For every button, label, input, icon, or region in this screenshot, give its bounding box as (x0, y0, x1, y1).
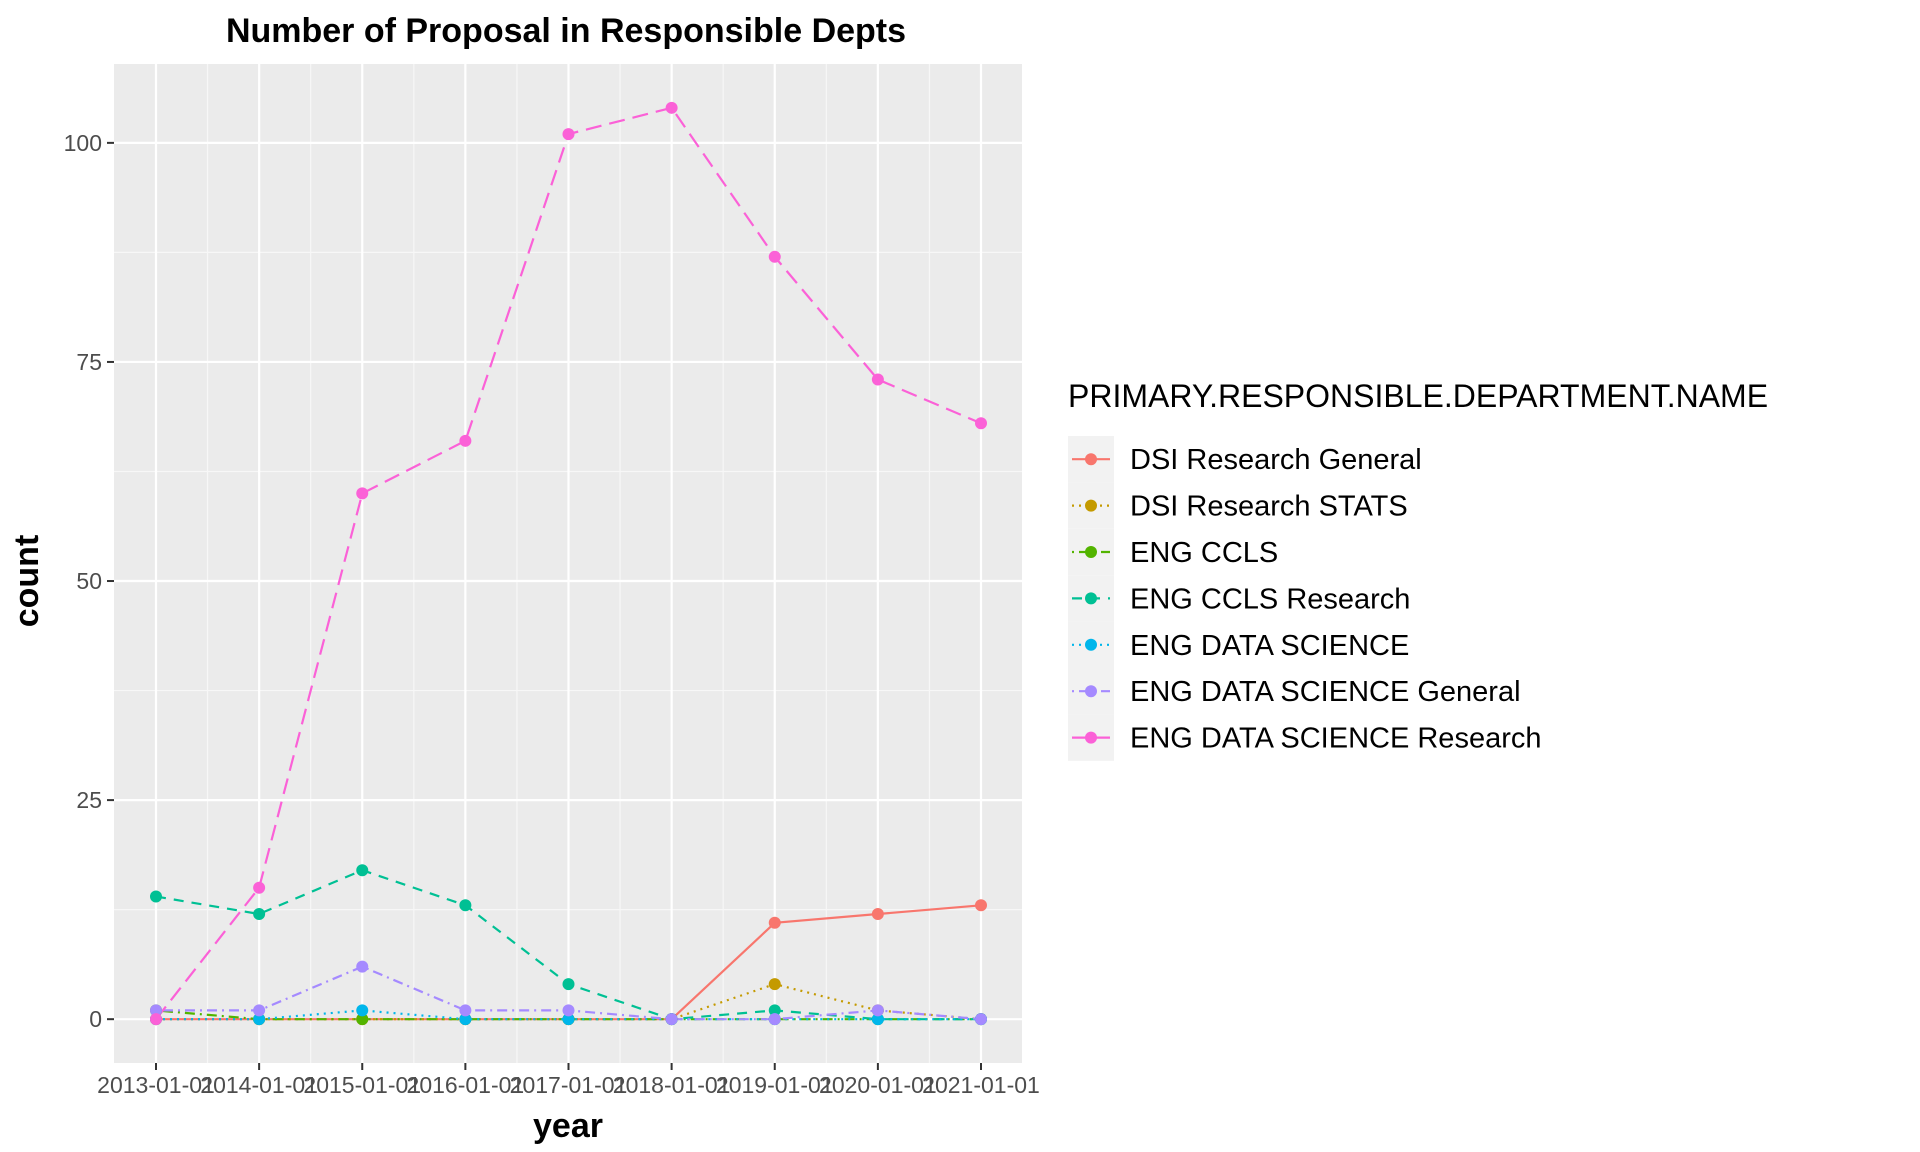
data-point-eng-data-science-general (562, 1004, 575, 1017)
data-point-eng-data-science-general (768, 1013, 781, 1026)
legend-key-point (1085, 453, 1097, 466)
data-point-eng-ccls-research (562, 978, 575, 991)
data-point-eng-data-science-research (356, 487, 369, 500)
data-point-eng-data-science-general (356, 960, 369, 973)
series-points (150, 101, 987, 1026)
legend-item-eng-data-science-research: ENG DATA SCIENCE Research (1068, 714, 1541, 761)
legend-key-point (1085, 546, 1097, 558)
data-point-eng-data-science-general (975, 1013, 987, 1026)
x-tick-label: 2013-01-01 (97, 1072, 215, 1098)
legend-label: ENG CCLS (1130, 537, 1278, 569)
legend-item-dsi-research-general: DSI Research General (1068, 436, 1422, 483)
data-point-eng-data-science (253, 1013, 266, 1026)
x-axis-title: year (533, 1107, 603, 1145)
data-point-eng-data-science-general (871, 1004, 884, 1017)
data-point-eng-data-science-research (975, 417, 987, 430)
x-tick-label: 2015-01-01 (303, 1072, 421, 1098)
x-tick-label: 2016-01-01 (407, 1072, 525, 1098)
data-point-eng-data-science-general (459, 1004, 472, 1017)
legend-label: ENG DATA SCIENCE Research (1130, 723, 1541, 755)
data-point-eng-data-science-research (562, 128, 575, 141)
legend-title: PRIMARY.RESPONSIBLE.DEPARTMENT.NAME (1068, 378, 1768, 414)
legend-item-eng-ccls: ENG CCLS (1068, 528, 1278, 576)
data-point-eng-data-science-research (665, 101, 678, 114)
data-point-dsi-research-stats (768, 978, 781, 991)
data-point-dsi-research-general (768, 916, 781, 929)
data-point-eng-data-science (871, 1013, 884, 1026)
legend-key-point (1085, 638, 1097, 651)
legend-item-dsi-research-stats: DSI Research STATS (1068, 482, 1408, 529)
data-point-eng-data-science-research (871, 373, 884, 386)
x-axis: 2013-01-012014-01-012015-01-012016-01-01… (97, 1063, 1040, 1098)
legend-key-point (1085, 685, 1097, 698)
data-point-dsi-research-general (975, 899, 987, 912)
x-tick-label: 2014-01-01 (200, 1072, 318, 1098)
data-point-eng-data-science-research (459, 434, 472, 447)
legend-key-point (1085, 499, 1097, 512)
data-point-eng-data-science (562, 1013, 575, 1026)
y-axis: 0 25 50 75 100 (64, 130, 114, 1032)
legend-label: DSI Research General (1130, 444, 1422, 476)
data-point-eng-data-science-general (665, 1013, 678, 1026)
legend-label: ENG DATA SCIENCE (1130, 630, 1409, 662)
legend-key-point (1085, 731, 1097, 744)
data-point-eng-data-science (356, 1004, 369, 1017)
y-tick-label: 75 (76, 349, 102, 375)
legend-label: ENG CCLS Research (1130, 583, 1410, 615)
data-point-eng-data-science (459, 1013, 472, 1026)
chart-title: Number of Proposal in Responsible Depts (226, 12, 906, 50)
legend-item-eng-ccls-research: ENG CCLS Research (1068, 575, 1410, 622)
data-point-eng-ccls-research (356, 864, 369, 877)
data-point-eng-ccls-research (150, 890, 162, 903)
legend-item-eng-data-science-general: ENG DATA SCIENCE General (1068, 668, 1521, 715)
x-tick-label: 2018-01-01 (613, 1072, 731, 1098)
legend-label: DSI Research STATS (1130, 491, 1408, 523)
data-point-eng-ccls-research (459, 899, 472, 912)
data-point-dsi-research-general (871, 908, 884, 921)
data-point-eng-data-science-general (253, 1004, 266, 1017)
legend-item-eng-data-science: ENG DATA SCIENCE (1068, 621, 1409, 668)
data-point-eng-data-science-research (768, 250, 781, 263)
x-tick-label: 2021-01-01 (922, 1072, 1040, 1098)
legend-label: ENG DATA SCIENCE General (1130, 676, 1521, 708)
y-tick-label: 25 (76, 787, 102, 813)
data-point-eng-data-science-research (253, 881, 266, 894)
y-tick-label: 0 (89, 1006, 102, 1032)
data-point-eng-data-science-research (150, 1013, 162, 1026)
data-point-eng-ccls (356, 1013, 369, 1026)
y-tick-label: 100 (64, 130, 102, 156)
y-tick-label: 50 (76, 568, 102, 594)
data-point-eng-ccls-research (768, 1004, 781, 1017)
data-point-eng-ccls-research (253, 908, 266, 921)
legend: PRIMARY.RESPONSIBLE.DEPARTMENT.NAME DSI … (1068, 378, 1768, 761)
data-point-eng-data-science-general (150, 1004, 162, 1017)
legend-key-point (1085, 592, 1097, 605)
legend-items: DSI Research General DSI Research STATS EN… (1068, 436, 1541, 761)
x-tick-label: 2020-01-01 (819, 1072, 937, 1098)
x-tick-label: 2017-01-01 (510, 1072, 628, 1098)
x-tick-label: 2019-01-01 (716, 1072, 834, 1098)
y-axis-title: count (8, 535, 46, 628)
